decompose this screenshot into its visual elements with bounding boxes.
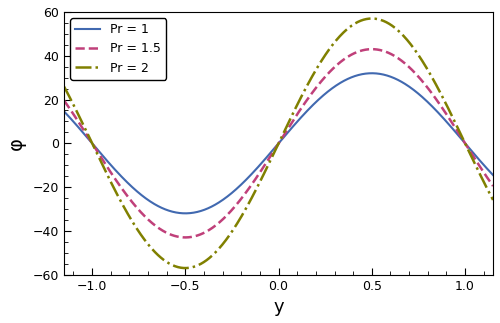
Pr = 2	[182, 266, 188, 270]
Pr = 2	[369, 16, 375, 20]
Pr = 1	[256, 164, 262, 168]
Y-axis label: φ: φ	[7, 137, 26, 150]
Pr = 1	[182, 212, 188, 215]
Pr = 1.5	[490, 184, 496, 188]
Pr = 2	[386, 21, 392, 25]
Pr = 1	[369, 71, 375, 75]
Pr = 1.5	[182, 235, 188, 239]
Pr = 1	[386, 74, 392, 78]
Line: Pr = 2: Pr = 2	[64, 18, 493, 268]
Pr = 1	[314, 99, 320, 102]
Pr = 1.5	[256, 172, 262, 176]
Line: Pr = 1.5: Pr = 1.5	[64, 49, 493, 237]
Pr = 1.5	[348, 53, 354, 57]
Pr = 1.5	[369, 47, 375, 51]
Pr = 1	[348, 76, 354, 79]
Pr = 1	[490, 173, 496, 177]
Line: Pr = 1: Pr = 1	[64, 73, 493, 214]
Pr = 1	[172, 210, 177, 214]
Pr = 2	[61, 85, 67, 89]
Pr = 2	[172, 264, 177, 268]
Pr = 1	[61, 109, 67, 113]
Pr = 1	[137, 192, 143, 196]
Pr = 1.5	[61, 99, 67, 102]
Pr = 2	[137, 232, 143, 235]
Pr = 1.5	[137, 209, 143, 213]
Pr = 1.5	[172, 234, 177, 238]
Pr = 2	[256, 182, 262, 186]
Pr = 2	[314, 65, 320, 69]
Legend: Pr = 1, Pr = 1.5, Pr = 2: Pr = 1, Pr = 1.5, Pr = 2	[70, 18, 166, 80]
X-axis label: y: y	[274, 298, 284, 316]
Pr = 1.5	[386, 51, 392, 55]
Pr = 2	[490, 198, 496, 202]
Pr = 2	[348, 24, 354, 28]
Pr = 1.5	[314, 84, 320, 88]
